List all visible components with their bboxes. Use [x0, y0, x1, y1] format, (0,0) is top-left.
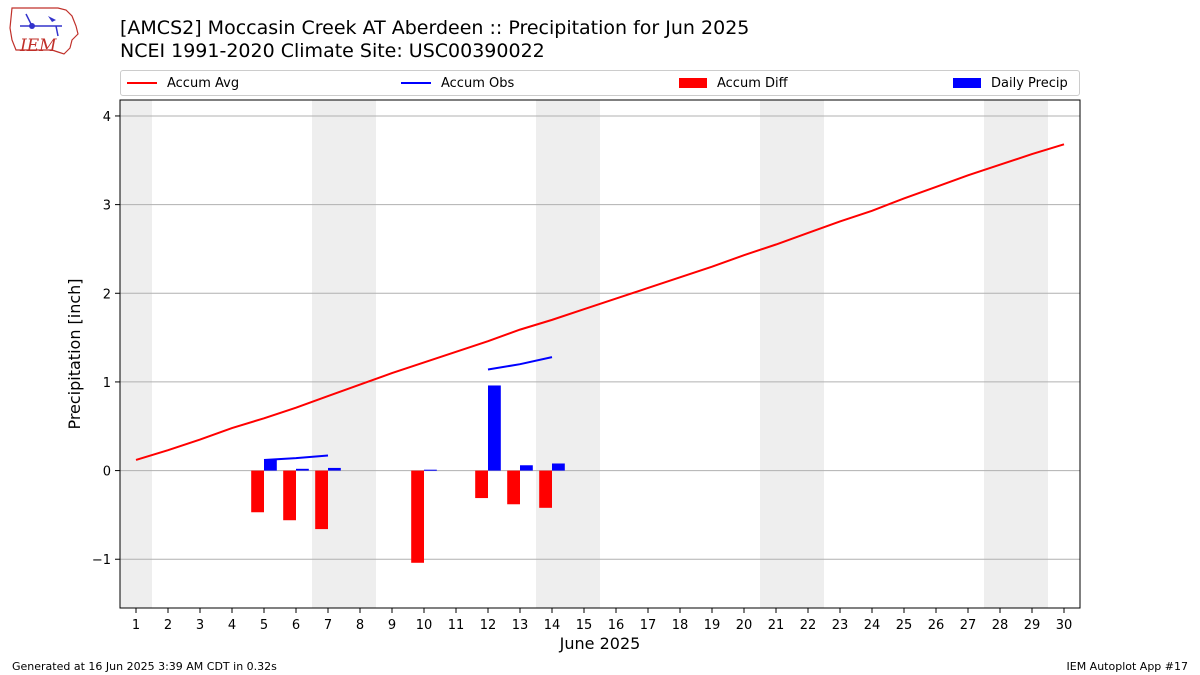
accum-diff-bar: [251, 470, 264, 513]
x-tick-label: 23: [832, 618, 849, 633]
x-tick-label: 6: [292, 618, 300, 633]
plot-frame: [119, 99, 1081, 609]
legend-label-accum-diff: Accum Diff: [717, 75, 788, 91]
chart-title: [AMCS2] Moccasin Creek AT Aberdeen :: Pr…: [120, 17, 750, 39]
legend-item-accum-obs: Accum Obs: [401, 71, 514, 95]
y-tick-label: 1: [103, 376, 111, 391]
daily-precip-bar: [488, 385, 501, 471]
accum-diff-bar: [411, 470, 424, 563]
footer-generated: Generated at 16 Jun 2025 3:39 AM CDT in …: [12, 660, 277, 673]
x-tick-label: 19: [704, 618, 721, 633]
y-tick-label: 2: [103, 287, 111, 302]
x-axis-label: June 2025: [559, 634, 641, 653]
x-tick-label: 25: [896, 618, 913, 633]
x-tick-label: 22: [800, 618, 817, 633]
y-tick-label: −1: [92, 553, 111, 568]
x-tick-label: 10: [416, 618, 433, 633]
accum-avg-line: [135, 143, 1065, 461]
accum-diff-bar: [315, 470, 328, 530]
daily-precip-bar: [264, 459, 277, 471]
x-tick-label: 1: [132, 618, 140, 633]
daily-precip-bar: [520, 465, 533, 471]
iem-logo-text: IEM: [20, 36, 57, 56]
x-tick-label: 29: [1024, 618, 1041, 633]
legend-swatch-accum-avg: [127, 82, 157, 84]
legend-item-accum-avg: Accum Avg: [127, 71, 239, 95]
x-tick-label: 13: [512, 618, 529, 633]
accum-obs-line: [263, 454, 329, 461]
legend-label-accum-avg: Accum Avg: [167, 75, 240, 91]
x-tick-label: 26: [928, 618, 945, 633]
x-tick-label: 8: [356, 618, 364, 633]
x-tick-label: 21: [768, 618, 785, 633]
chart-legend: Accum Avg Accum Obs Accum Diff Daily Pre…: [120, 70, 1080, 96]
x-tick-label: 3: [196, 618, 204, 633]
y-axis-label: Precipitation [inch]: [65, 278, 84, 429]
x-tick-label: 12: [480, 618, 497, 633]
y-tick-label: 4: [103, 110, 111, 125]
x-tick-label: 15: [576, 618, 593, 633]
weekend-band: [536, 100, 600, 608]
legend-label-accum-obs: Accum Obs: [441, 75, 515, 91]
legend-swatch-daily-precip: [953, 78, 981, 88]
accum-obs-line: [487, 356, 553, 371]
x-tick-label: 16: [608, 618, 625, 633]
x-tick-label: 7: [324, 618, 332, 633]
accum-diff-bar: [507, 470, 520, 505]
x-tick-label: 20: [736, 618, 753, 633]
legend-swatch-accum-diff: [679, 78, 707, 88]
weekend-band: [312, 100, 376, 608]
y-tick-label: 0: [103, 465, 111, 480]
legend-label-daily-precip: Daily Precip: [991, 75, 1068, 91]
x-tick-label: 4: [228, 618, 236, 633]
x-tick-label: 11: [448, 618, 465, 633]
accum-diff-bar: [475, 470, 488, 499]
accum-diff-bar: [539, 470, 552, 508]
x-tick-label: 24: [864, 618, 881, 633]
daily-precip-bar: [552, 463, 565, 471]
x-tick-label: 9: [388, 618, 396, 633]
legend-item-accum-diff: Accum Diff: [679, 71, 788, 95]
x-tick-label: 18: [672, 618, 689, 633]
daily-precip-bar: [328, 467, 341, 471]
legend-swatch-accum-obs: [401, 82, 431, 84]
daily-precip-bar: [424, 469, 437, 471]
x-tick-label: 27: [960, 618, 977, 633]
iem-logo: IEM: [6, 4, 82, 60]
chart-subtitle: NCEI 1991-2020 Climate Site: USC00390022: [120, 40, 545, 62]
x-tick-label: 2: [164, 618, 172, 633]
x-tick-label: 5: [260, 618, 268, 633]
x-tick-label: 30: [1056, 618, 1073, 633]
legend-item-daily-precip: Daily Precip: [953, 71, 1068, 95]
x-tick-label: 17: [640, 618, 657, 633]
accum-diff-bar: [283, 470, 296, 521]
weekend-band: [760, 100, 824, 608]
daily-precip-bar: [296, 468, 309, 471]
y-tick-label: 3: [103, 199, 111, 214]
weekend-band: [984, 100, 1048, 608]
x-tick-label: 14: [544, 618, 561, 633]
weekend-band: [120, 100, 152, 608]
x-tick-label: 28: [992, 618, 1009, 633]
footer-app-id: IEM Autoplot App #17: [1066, 660, 1189, 673]
